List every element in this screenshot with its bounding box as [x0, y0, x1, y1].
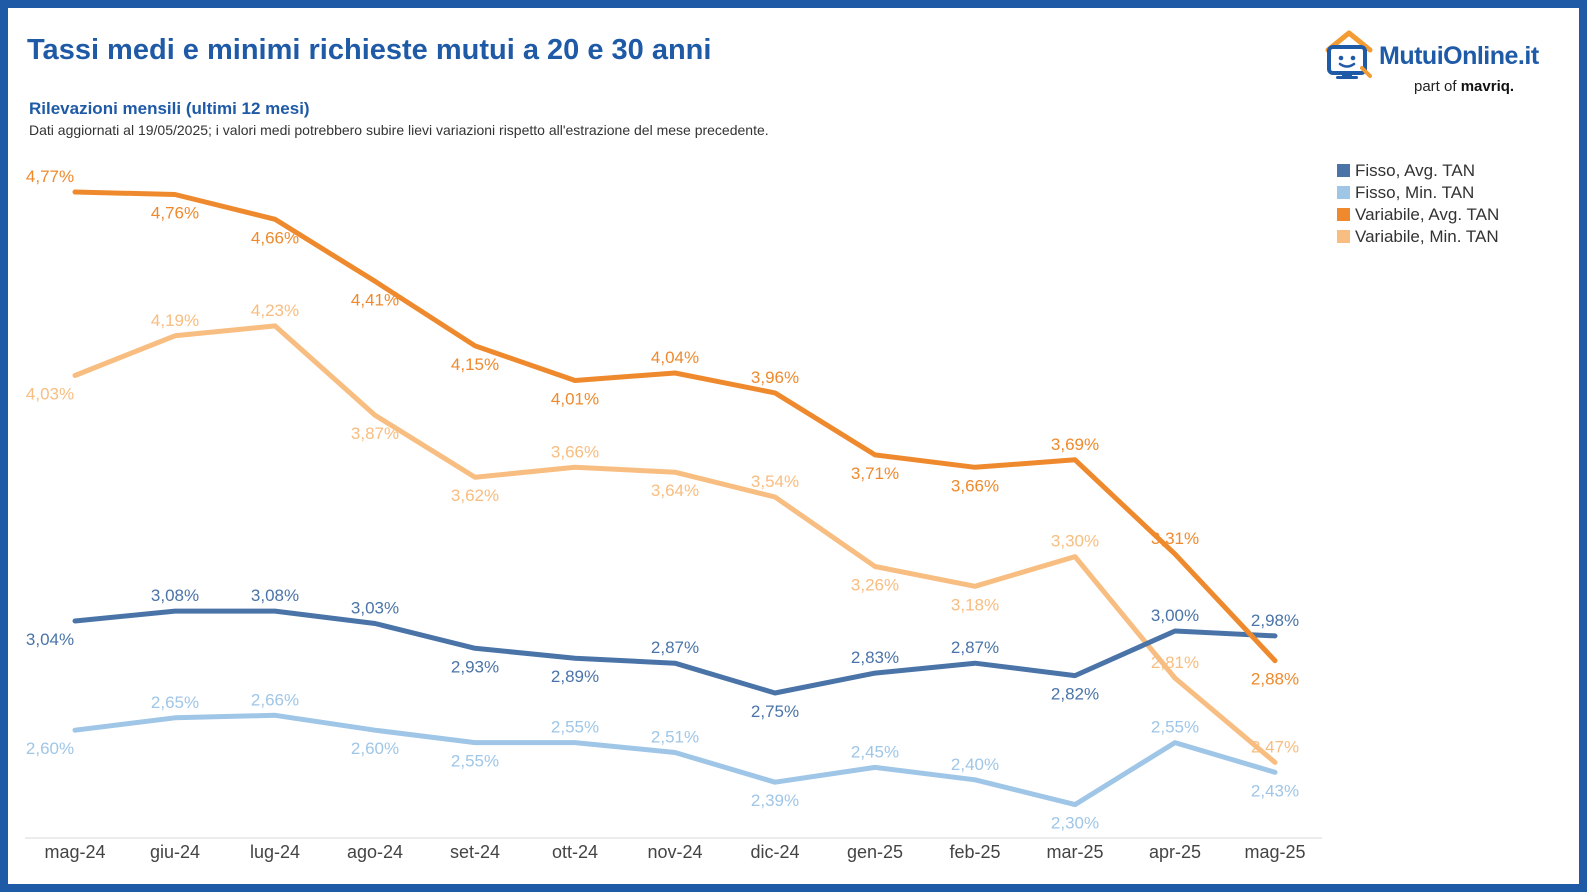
data-label: 4,15%: [451, 355, 499, 374]
data-label: 3,03%: [351, 599, 399, 618]
data-label: 3,31%: [1151, 529, 1199, 548]
data-label: 4,03%: [26, 385, 74, 404]
x-tick-label: mag-25: [1244, 842, 1305, 862]
data-label: 4,04%: [651, 348, 699, 367]
data-label: 3,08%: [151, 586, 199, 605]
x-tick-label: mag-24: [44, 842, 105, 862]
data-label: 3,26%: [851, 575, 899, 594]
data-label: 3,08%: [251, 586, 299, 605]
series-line: [72, 608, 1278, 696]
data-label: 4,23%: [251, 301, 299, 320]
data-label: 2,43%: [1251, 781, 1299, 800]
data-label: 3,69%: [1051, 435, 1099, 454]
data-label: 2,93%: [451, 657, 499, 676]
chart-subtitle: Rilevazioni mensili (ultimi 12 mesi): [29, 99, 310, 118]
data-label: 3,64%: [651, 481, 699, 500]
x-tick-label: lug-24: [250, 842, 300, 862]
series-line: [72, 189, 1278, 664]
data-label: 2,45%: [851, 742, 899, 761]
x-tick-label: set-24: [450, 842, 500, 862]
data-label: 2,66%: [251, 690, 299, 709]
data-label: 2,65%: [151, 693, 199, 712]
data-label: 2,89%: [551, 667, 599, 686]
data-label: 3,66%: [551, 442, 599, 461]
logo-tagline-brand: mavriq.: [1460, 78, 1515, 95]
data-label: 3,66%: [951, 476, 999, 495]
x-tick-label: ago-24: [347, 842, 403, 862]
data-label: 4,76%: [151, 203, 199, 222]
data-label: 4,66%: [251, 228, 299, 247]
data-label: 2,30%: [1051, 814, 1099, 833]
data-label: 3,00%: [1151, 606, 1199, 625]
logo-tagline: part of mavriq.: [1414, 78, 1514, 95]
mutuionline-logo: MutuiOnline.it part of mavriq.: [1322, 28, 1552, 98]
data-label: 2,98%: [1251, 611, 1299, 630]
x-tick-label: mar-25: [1046, 842, 1103, 862]
data-label: 4,41%: [351, 290, 399, 309]
data-label: 2,47%: [1251, 737, 1299, 756]
data-label: 2,55%: [451, 752, 499, 771]
legend-swatch: [1337, 164, 1350, 177]
data-label: 2,87%: [651, 638, 699, 657]
data-label: 3,71%: [851, 464, 899, 483]
series-line: [72, 323, 1278, 765]
data-label: 2,55%: [551, 718, 599, 737]
data-label: 3,04%: [26, 630, 74, 649]
logo-tagline-prefix: part of: [1414, 78, 1457, 95]
data-label: 2,60%: [351, 739, 399, 758]
x-tick-label: apr-25: [1149, 842, 1201, 862]
x-tick-label: ott-24: [552, 842, 598, 862]
data-label: 4,01%: [551, 389, 599, 408]
legend-swatch: [1337, 230, 1350, 243]
data-label: 2,40%: [951, 755, 999, 774]
legend-entry: Variabile, Avg. TAN: [1355, 205, 1499, 224]
x-tick-label: dic-24: [750, 842, 799, 862]
legend-entry: Variabile, Min. TAN: [1355, 227, 1499, 246]
data-label: 2,83%: [851, 648, 899, 667]
data-label: 2,39%: [751, 791, 799, 810]
data-label: 3,30%: [1051, 532, 1099, 551]
house-monitor-icon: [1325, 30, 1373, 79]
data-label: 2,82%: [1051, 685, 1099, 704]
data-label: 4,77%: [26, 167, 74, 186]
data-label: 3,62%: [451, 486, 499, 505]
data-label: 2,51%: [651, 727, 699, 746]
data-label: 4,19%: [151, 311, 199, 330]
logo-wordmark: MutuiOnline.it: [1379, 42, 1539, 70]
legend-entry: Fisso, Avg. TAN: [1355, 161, 1475, 180]
x-tick-label: gen-25: [847, 842, 903, 862]
data-note: Dati aggiornati al 19/05/2025; i valori …: [29, 122, 769, 138]
legend-entry: Fisso, Min. TAN: [1355, 183, 1474, 202]
data-label: 3,54%: [751, 472, 799, 491]
legend-swatch: [1337, 208, 1350, 221]
legend-swatch: [1337, 186, 1350, 199]
x-tick-label: giu-24: [150, 842, 200, 862]
x-tick-label: feb-25: [949, 842, 1000, 862]
data-label: 2,81%: [1151, 653, 1199, 672]
page-title: Tassi medi e minimi richieste mutui a 20…: [27, 34, 712, 66]
x-tick-label: nov-24: [647, 842, 702, 862]
data-label: 2,87%: [951, 638, 999, 657]
data-label: 2,60%: [26, 739, 74, 758]
data-label: 3,18%: [951, 595, 999, 614]
series-line: [72, 712, 1278, 808]
data-label: 3,87%: [351, 424, 399, 443]
data-label: 2,75%: [751, 702, 799, 721]
data-label: 3,96%: [751, 368, 799, 387]
data-label: 2,55%: [1151, 718, 1199, 737]
data-label: 2,88%: [1251, 670, 1299, 689]
